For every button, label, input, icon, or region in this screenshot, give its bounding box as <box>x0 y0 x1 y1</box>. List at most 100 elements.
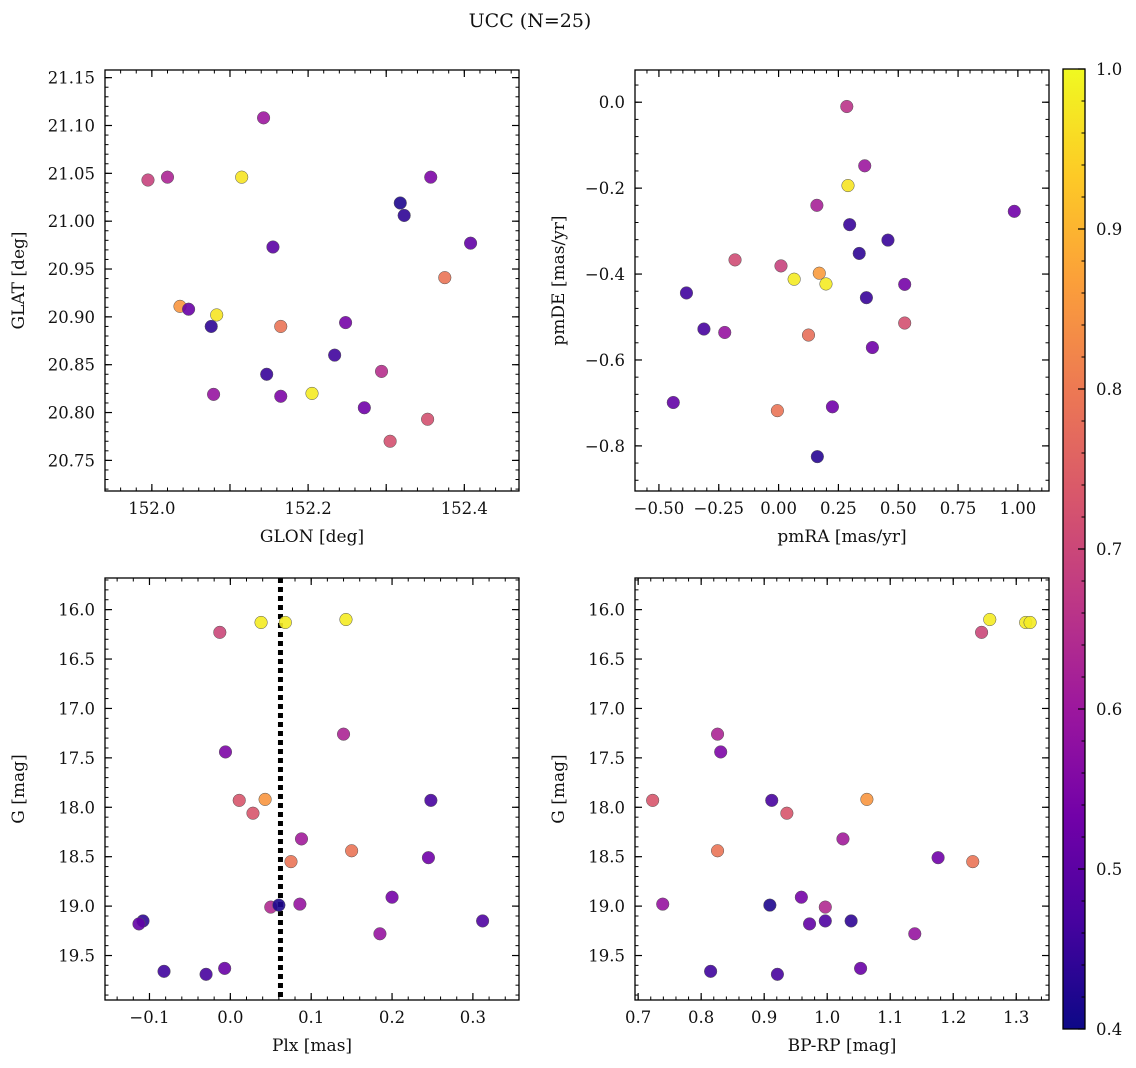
scatter-point <box>810 450 824 464</box>
y-tick-label: 21.00 <box>48 212 95 231</box>
scatter-point <box>476 914 490 928</box>
scatter-point <box>328 348 342 362</box>
y-tick-label: 16.0 <box>588 601 625 620</box>
scatter-point <box>336 727 351 741</box>
scatter-point <box>865 340 879 355</box>
x-tick-label: 1.2 <box>940 1008 966 1027</box>
scatter-point <box>836 832 850 846</box>
scatter-point <box>931 851 945 865</box>
panel-sky-position: 152.0 152.2 152.4 20.75 20.80 20.85 20.90 20.95… <box>9 69 520 547</box>
x-axis-label: pmRA [mas/yr] <box>777 527 906 547</box>
y-tick-label: 17.0 <box>588 699 625 718</box>
y-axis-label: G [mag] <box>9 754 29 823</box>
y-tick-label: 16.0 <box>58 601 95 620</box>
scatter-point <box>278 615 292 630</box>
x-tick-label: −0.50 <box>634 499 685 518</box>
scatter-point <box>802 917 817 931</box>
x-tick-label: 1.00 <box>1000 499 1037 518</box>
scatter-point <box>204 319 218 333</box>
scatter-point <box>854 961 868 975</box>
scatter-point <box>274 389 288 403</box>
y-tick-label: 16.5 <box>588 650 625 669</box>
scatter-point <box>424 170 438 184</box>
scatter-point <box>157 964 171 978</box>
axes-frame <box>104 69 520 492</box>
scatter-point <box>357 401 371 415</box>
y-tick-label: 20.75 <box>48 451 95 470</box>
colorbar-tick-label: 0.4 <box>1096 1020 1122 1039</box>
scatter-point <box>464 236 478 250</box>
scatter-point <box>774 259 788 273</box>
panel-parallax-magnitude: −0.1 0.0 0.1 0.2 0.3 16.0 16.5 17.0 17.5 18.0 18.5… <box>9 577 520 1056</box>
y-tick-label: 17.5 <box>58 749 95 768</box>
scatter-point <box>272 898 286 912</box>
y-tick-label: 17.0 <box>58 699 95 718</box>
colorbar-tick-label: 1.0 <box>1096 60 1122 79</box>
scatter-point <box>841 179 855 193</box>
colorbar: 0.4 0.5 0.6 0.7 0.8 0.9 1.0 <box>1062 60 1122 1039</box>
y-tick-label: 19.0 <box>588 897 625 916</box>
scatter-point <box>825 400 839 414</box>
scatter-point <box>710 844 725 858</box>
x-axis-label: Plx [mas] <box>272 1036 352 1056</box>
y-tick-label: 20.85 <box>48 356 95 375</box>
scatter-point <box>421 851 435 865</box>
scatter-point <box>728 253 742 267</box>
scatter-point <box>770 404 784 418</box>
scatter-point <box>141 173 155 187</box>
scatter-point <box>246 806 260 820</box>
scatter-point <box>1007 204 1021 218</box>
x-tick-label: 1.0 <box>814 1008 840 1027</box>
y-tick-label: 20.95 <box>48 260 95 279</box>
scatter-point <box>818 900 832 914</box>
scatter-point <box>852 246 866 260</box>
y-tick-label: −0.4 <box>585 265 625 284</box>
x-tick-label: 152.2 <box>284 499 331 518</box>
scatter-point <box>160 170 175 184</box>
panel-color-magnitude: 0.7 0.8 0.9 1.0 1.1 1.2 1.3 16.0 16.5 17.0 17.5 18.… <box>549 577 1050 1056</box>
scatter-point <box>843 218 857 232</box>
scatter-point <box>274 319 288 333</box>
scatter-point <box>266 240 280 254</box>
x-axis-label: BP-RP [mag] <box>788 1036 897 1056</box>
scatter-point <box>385 890 399 904</box>
y-tick-label: 19.0 <box>58 897 95 916</box>
x-tick-label: 0.9 <box>751 1008 777 1027</box>
x-tick-label: 0.2 <box>379 1008 405 1027</box>
x-tick-label: 0.3 <box>460 1008 486 1027</box>
scatter-point <box>983 612 997 627</box>
scatter-point <box>339 612 353 627</box>
scatter-point <box>293 897 307 911</box>
scatter-point <box>132 917 146 931</box>
scatter-point <box>881 233 895 247</box>
x-tick-label: 0.25 <box>820 499 857 518</box>
scatter-point <box>844 914 858 928</box>
y-axis-label: GLAT [deg] <box>9 231 29 329</box>
scatter-point <box>787 272 801 286</box>
scatter-point <box>780 806 794 820</box>
scatter-point <box>393 196 407 210</box>
x-tick-label: 152.0 <box>128 499 175 518</box>
y-tick-label: −0.2 <box>585 179 625 198</box>
axes-frame <box>634 577 1050 1001</box>
colorbar-tick-label: 0.5 <box>1096 860 1122 879</box>
axes-frame <box>104 577 520 1001</box>
scatter-point <box>258 792 272 806</box>
scatter-point <box>770 967 784 981</box>
scatter-point <box>294 832 309 846</box>
scatter-point <box>704 964 718 978</box>
scatter-point <box>199 967 213 981</box>
scatter-point <box>257 111 271 125</box>
scatter-point <box>858 159 872 173</box>
x-tick-label: 0.8 <box>688 1008 714 1027</box>
x-axis-label: GLON [deg] <box>260 527 364 547</box>
scatter-point <box>345 844 359 858</box>
scatter-point <box>801 328 816 342</box>
scatter-point <box>765 793 779 807</box>
y-tick-label: 20.80 <box>48 404 95 423</box>
y-tick-label: 19.5 <box>588 947 625 966</box>
scatter-point <box>859 291 873 305</box>
scatter-point <box>812 266 826 280</box>
y-tick-label: −0.8 <box>585 437 625 456</box>
scatter-point <box>438 271 452 285</box>
